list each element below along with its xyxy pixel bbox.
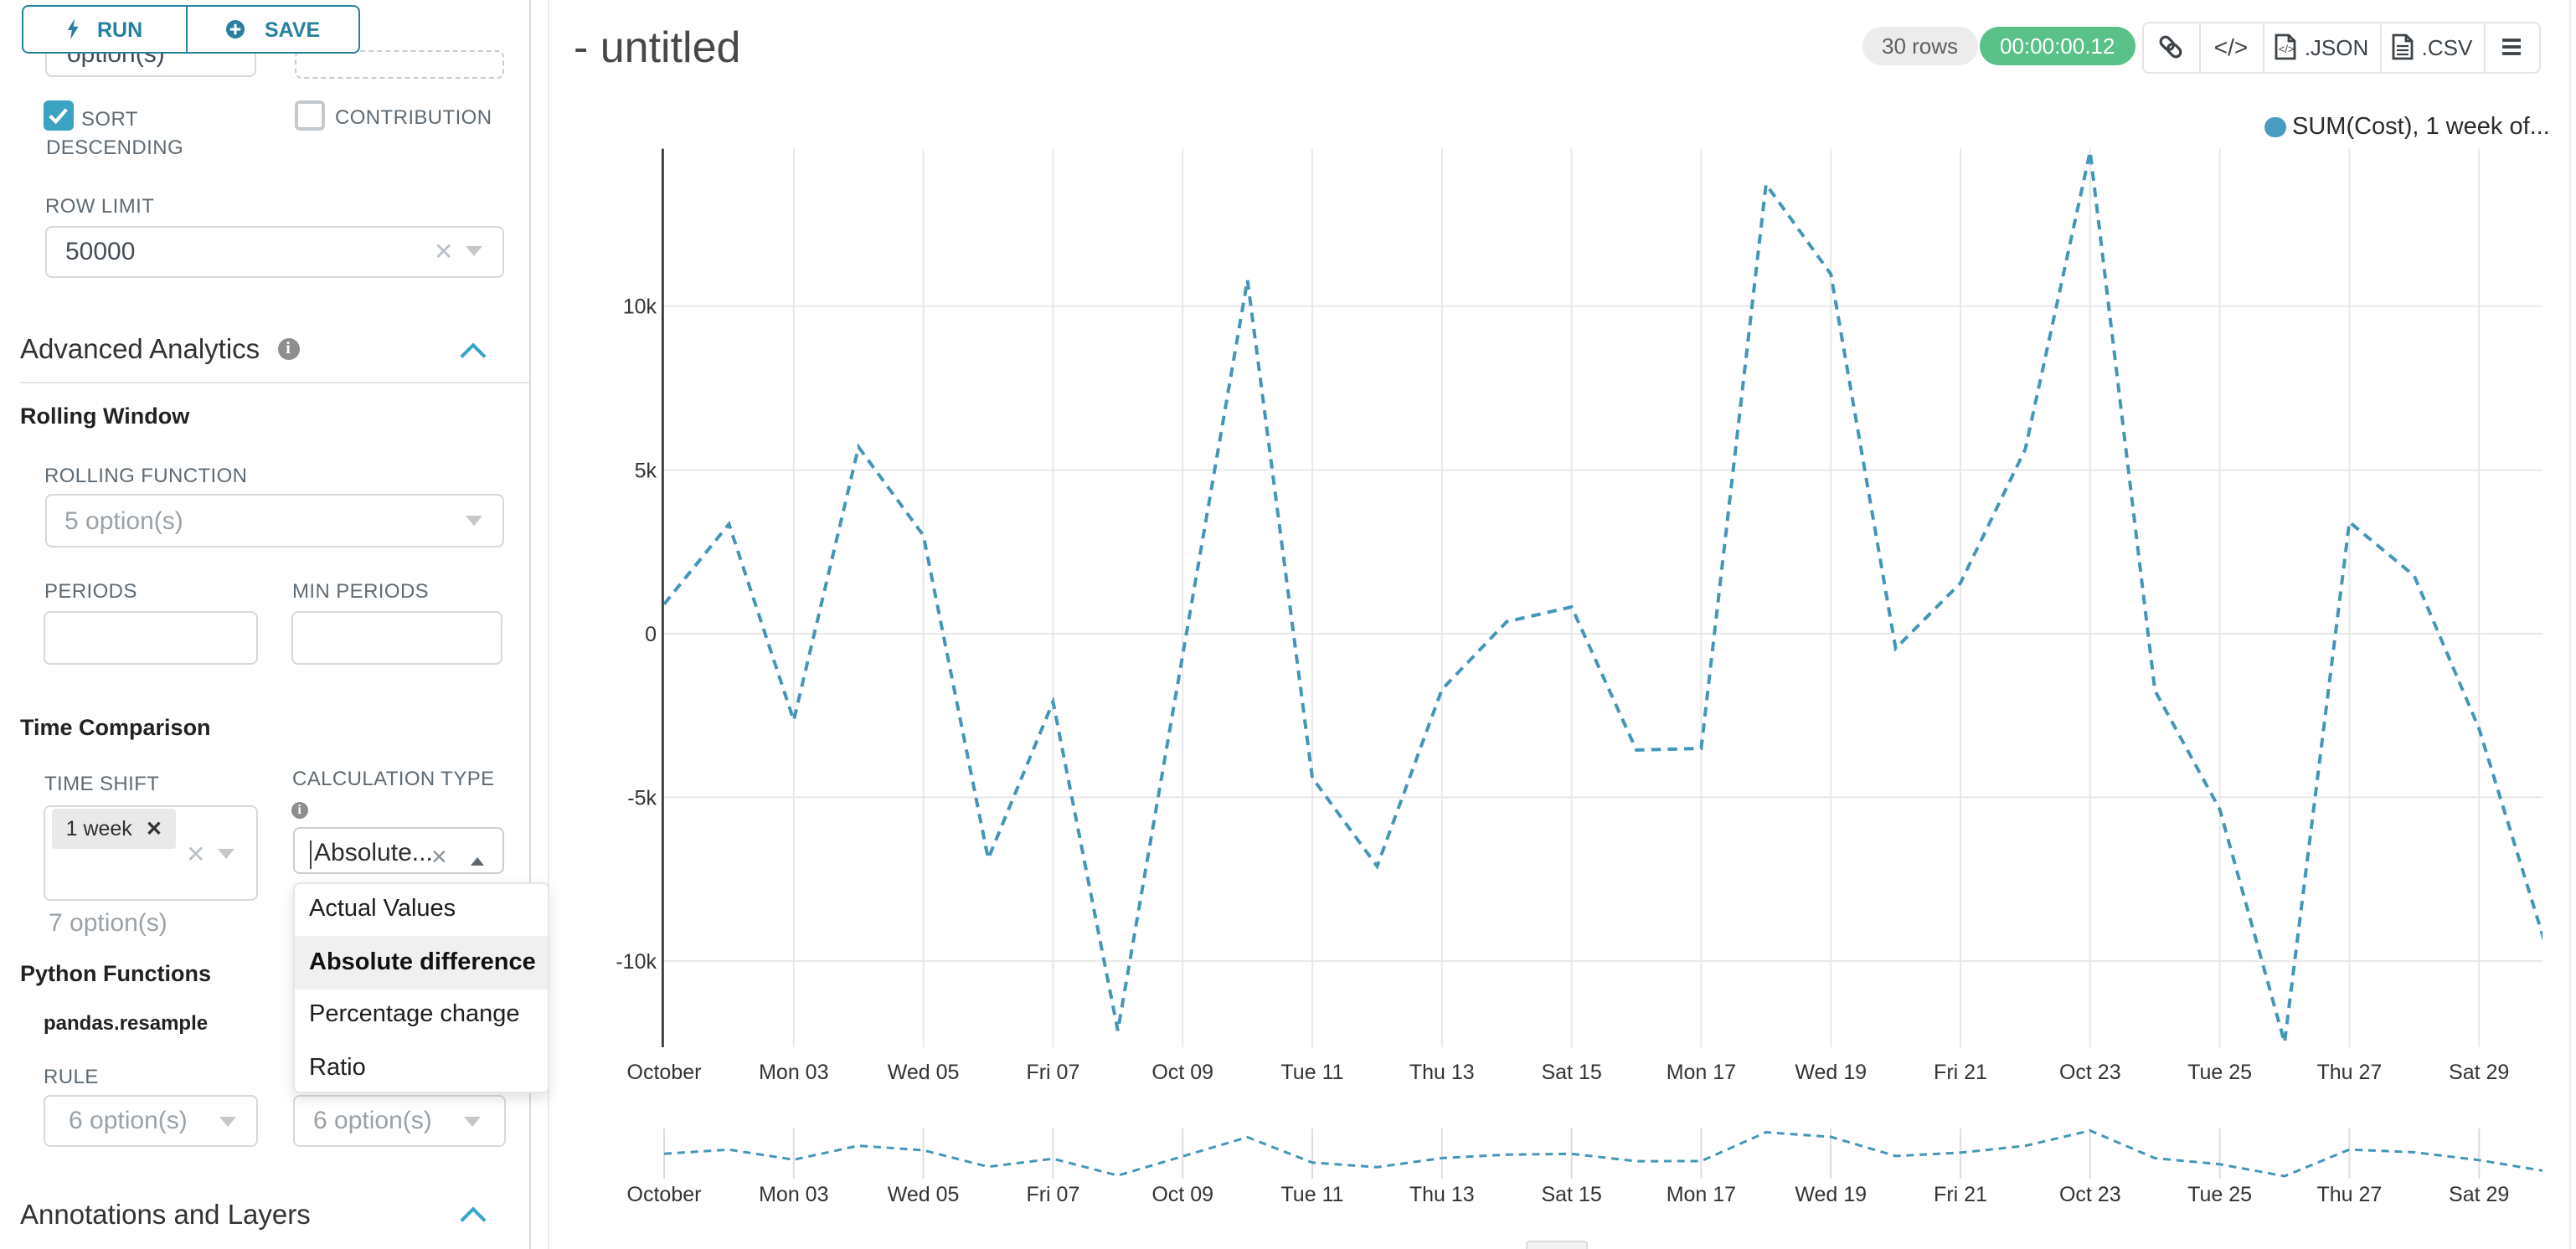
svg-text:10k: 10k <box>623 296 657 319</box>
svg-text:Wed 19: Wed 19 <box>1795 1061 1867 1084</box>
svg-text:Mon 17: Mon 17 <box>1667 1061 1736 1084</box>
svg-text:Mon 17: Mon 17 <box>1667 1183 1736 1206</box>
svg-text:Thu 27: Thu 27 <box>2316 1183 2382 1206</box>
svg-text:Sat 15: Sat 15 <box>1541 1183 1601 1206</box>
svg-text:October: October <box>627 1061 702 1084</box>
svg-text:5k: 5k <box>635 459 657 482</box>
svg-text:Sat 29: Sat 29 <box>2449 1061 2509 1084</box>
svg-text:Wed 05: Wed 05 <box>888 1061 960 1084</box>
svg-text:Wed 19: Wed 19 <box>1795 1183 1867 1206</box>
svg-text:Thu 13: Thu 13 <box>1409 1183 1475 1206</box>
svg-text:Sat 29: Sat 29 <box>2449 1183 2509 1206</box>
svg-text:Thu 27: Thu 27 <box>2316 1061 2382 1084</box>
svg-text:October: October <box>627 1183 702 1206</box>
svg-text:Tue 25: Tue 25 <box>2187 1061 2252 1084</box>
svg-text:Fri 21: Fri 21 <box>1934 1061 1987 1084</box>
svg-text:Oct 23: Oct 23 <box>2059 1061 2121 1084</box>
svg-text:Fri 21: Fri 21 <box>1934 1183 1987 1206</box>
svg-text:-10k: -10k <box>616 950 657 974</box>
svg-text:0: 0 <box>645 623 657 646</box>
svg-text:Tue 25: Tue 25 <box>2187 1183 2252 1206</box>
svg-text:Tue 11: Tue 11 <box>1280 1061 1343 1084</box>
svg-text:Fri 07: Fri 07 <box>1026 1183 1079 1206</box>
svg-text:</>: </> <box>2278 43 2294 55</box>
svg-text:Tue 11: Tue 11 <box>1280 1183 1343 1206</box>
svg-text:Mon 03: Mon 03 <box>759 1183 828 1206</box>
svg-text:Thu 13: Thu 13 <box>1409 1061 1475 1084</box>
svg-text:Oct 23: Oct 23 <box>2059 1183 2121 1206</box>
svg-text:Mon 03: Mon 03 <box>759 1061 828 1084</box>
svg-text:Wed 05: Wed 05 <box>888 1183 960 1206</box>
svg-text:Sat 15: Sat 15 <box>1541 1061 1601 1084</box>
svg-text:-5k: -5k <box>627 786 657 810</box>
svg-text:Fri 07: Fri 07 <box>1026 1061 1079 1084</box>
svg-text:Oct 09: Oct 09 <box>1151 1183 1213 1206</box>
svg-text:Oct 09: Oct 09 <box>1151 1061 1213 1084</box>
